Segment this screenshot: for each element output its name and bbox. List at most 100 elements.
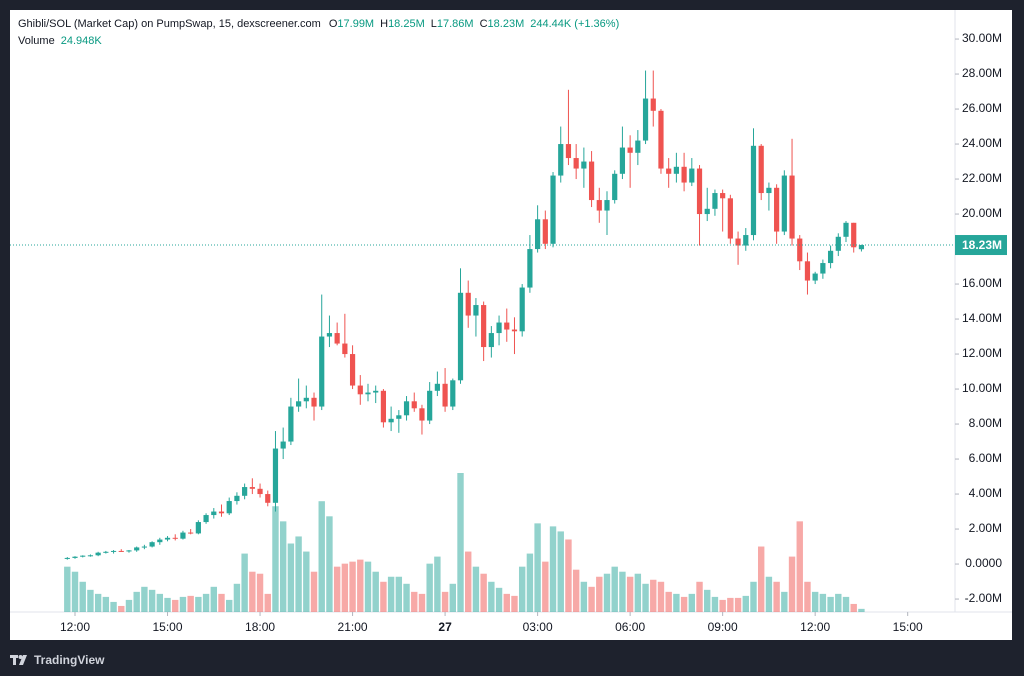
- y-tick-label: 12.00M: [962, 346, 1002, 360]
- candle-body: [87, 555, 94, 557]
- volume-bar: [133, 591, 140, 612]
- candle-body: [519, 287, 525, 332]
- candle-body: [535, 219, 541, 250]
- volume-bar: [318, 501, 325, 612]
- candle-body: [118, 550, 124, 552]
- candle-body: [188, 532, 194, 534]
- y-tick-label: 2.00M: [969, 521, 1002, 535]
- y-tick-label: 16.00M: [962, 276, 1002, 290]
- brand: TradingView: [34, 653, 105, 667]
- candle-body: [134, 547, 140, 551]
- candle-body: [789, 175, 795, 239]
- volume-bar: [110, 601, 117, 612]
- candle-body: [272, 448, 279, 503]
- volume-bar: [811, 591, 819, 612]
- candle-body: [774, 187, 780, 232]
- candle-body: [226, 501, 232, 514]
- candle-body: [635, 140, 641, 153]
- candle-body: [303, 397, 309, 402]
- volume-bar: [418, 593, 426, 612]
- candle-body: [203, 515, 209, 523]
- volume-bar: [195, 596, 202, 612]
- volume-bar: [503, 593, 510, 612]
- volume-bar: [673, 593, 680, 612]
- candle-body: [280, 441, 286, 449]
- volume-bar: [279, 521, 287, 612]
- volume-bar: [480, 573, 487, 612]
- candle-body: [627, 147, 633, 153]
- candle-body: [511, 329, 518, 332]
- candle-body: [411, 401, 417, 409]
- volume-bar: [565, 539, 572, 612]
- candle-body: [403, 401, 410, 416]
- volume-bar: [179, 596, 187, 612]
- candle-body: [827, 250, 834, 264]
- volume-bar: [819, 593, 827, 612]
- volume-bar: [511, 595, 518, 612]
- volume-bar: [218, 593, 225, 612]
- ohlc-value: 18.23M: [487, 18, 525, 30]
- candle-body: [180, 532, 186, 539]
- volume-bar: [619, 571, 626, 612]
- volume-bar: [773, 581, 780, 612]
- candle-body: [750, 145, 757, 236]
- candle-body: [766, 187, 772, 194]
- volume-bar: [611, 566, 618, 612]
- candle-body: [542, 219, 548, 244]
- candle-body: [442, 383, 448, 407]
- volume-bar: [534, 523, 541, 612]
- volume-bar: [349, 561, 356, 612]
- y-tick-label: 28.00M: [962, 66, 1002, 80]
- volume-bar: [688, 593, 696, 612]
- volume-bar: [357, 559, 364, 612]
- ohlc-key: O: [328, 18, 338, 30]
- x-tick-label: 03:00: [523, 620, 553, 634]
- candle-body: [434, 383, 440, 391]
- candle-body: [812, 273, 818, 281]
- candle-body: [712, 193, 718, 209]
- candle-body: [141, 546, 147, 548]
- volume-bar: [557, 531, 564, 612]
- volume-layer: [64, 473, 865, 612]
- candle-body: [157, 539, 163, 543]
- y-tick-label: 0.0000: [965, 556, 1002, 570]
- volume-bar: [380, 581, 387, 612]
- footer: TradingView: [10, 650, 104, 670]
- candle-body: [758, 145, 764, 194]
- volume-bar: [827, 596, 834, 612]
- candle-body: [465, 292, 471, 316]
- candle-body: [311, 397, 317, 407]
- candle-body: [80, 555, 86, 557]
- volume-bar: [326, 516, 333, 612]
- volume-bar: [272, 506, 279, 612]
- candle-body: [720, 193, 726, 199]
- y-tick-label: 4.00M: [969, 486, 1002, 500]
- candle-body: [689, 168, 695, 183]
- volume-bar: [287, 543, 295, 612]
- candle-body: [296, 401, 302, 407]
- volume-bar: [125, 599, 133, 612]
- volume-bar: [295, 536, 302, 612]
- x-tick-label: 09:00: [708, 620, 738, 634]
- volume-bar: [226, 599, 233, 612]
- volume-bar: [680, 596, 688, 612]
- candle-body: [380, 390, 387, 423]
- candle-body: [550, 175, 556, 244]
- x-tick-label: 18:00: [245, 620, 275, 634]
- candle-body: [658, 110, 664, 169]
- volume-bar: [472, 566, 480, 612]
- legend: Ghibli/SOL (Market Cap) on PumpSwap, 15,…: [18, 16, 625, 50]
- volume-bar: [781, 591, 788, 612]
- volume-bar: [696, 581, 703, 612]
- volume-bar: [719, 599, 726, 612]
- volume-bar: [788, 556, 796, 612]
- volume-bar: [411, 591, 418, 612]
- volume-bar: [796, 521, 803, 612]
- volume-bar: [156, 593, 164, 612]
- volume-bar: [626, 576, 634, 612]
- legend-row: Ghibli/SOL (Market Cap) on PumpSwap, 15,…: [18, 16, 625, 33]
- volume-bar: [441, 591, 449, 612]
- candle-body: [349, 354, 356, 386]
- volume-bar: [94, 593, 102, 612]
- candle-body: [604, 200, 610, 211]
